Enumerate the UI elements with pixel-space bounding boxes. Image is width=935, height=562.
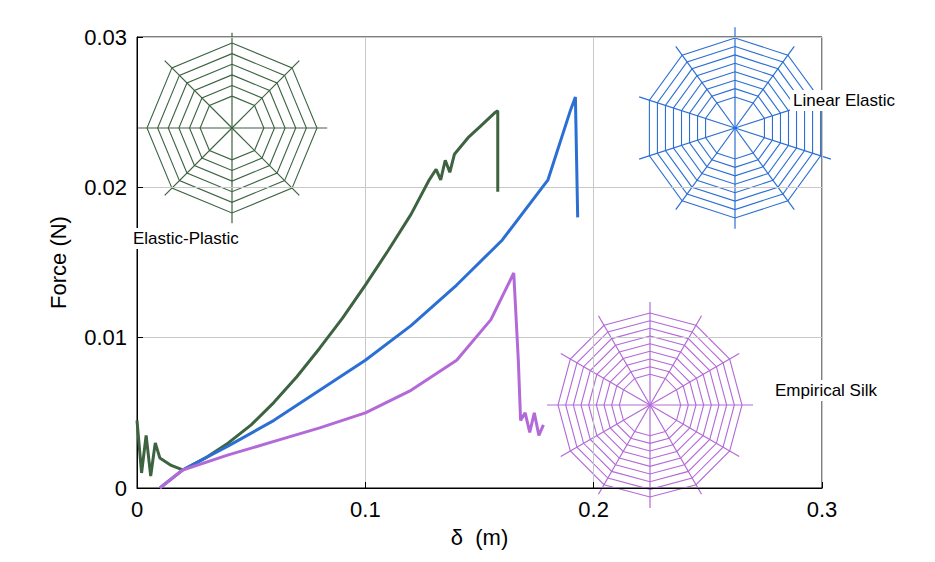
svg-text:0.1: 0.1	[350, 497, 381, 522]
svg-text:0.3: 0.3	[807, 497, 838, 522]
svg-text:0.2: 0.2	[578, 497, 609, 522]
svg-text:Empirical Silk: Empirical Silk	[775, 381, 878, 400]
svg-text:0.02: 0.02	[84, 175, 127, 200]
svg-text:0.03: 0.03	[84, 25, 127, 50]
svg-text:Elastic-Plastic: Elastic-Plastic	[133, 229, 239, 248]
svg-text:0: 0	[115, 476, 127, 501]
svg-text:δ (m): δ (m)	[451, 525, 508, 550]
svg-text:0: 0	[131, 497, 143, 522]
svg-text:Linear Elastic: Linear Elastic	[793, 91, 896, 110]
svg-text:Force (N): Force (N)	[46, 216, 71, 309]
svg-text:0.01: 0.01	[84, 325, 127, 350]
